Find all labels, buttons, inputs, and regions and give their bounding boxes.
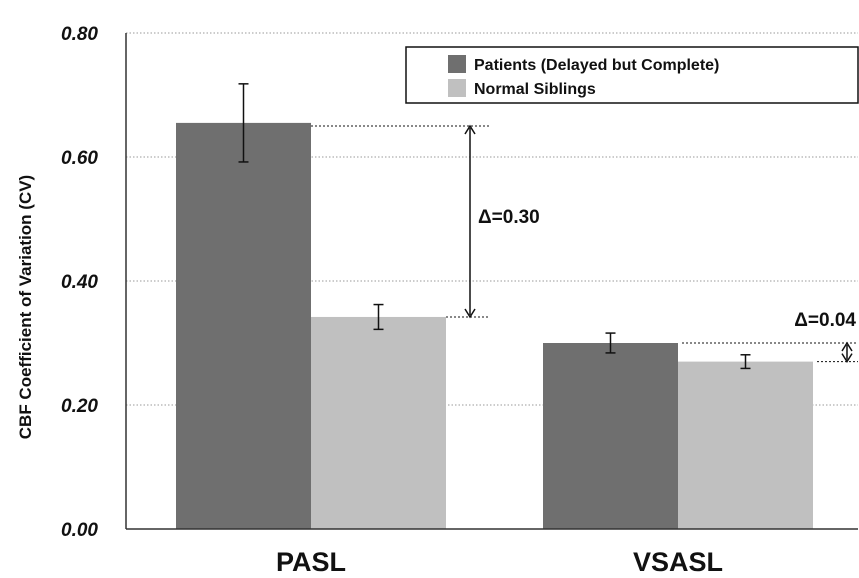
y-tick-label-0: 0.00 <box>61 520 98 541</box>
delta-vsasl-arrow-head-top <box>841 341 853 352</box>
legend: Patients (Delayed but Complete) Normal S… <box>405 46 859 104</box>
delta-pasl-label: Δ=0.30 <box>478 207 540 228</box>
delta-annotations: Δ=0.30 Δ=0.04 <box>311 124 858 364</box>
legend-box <box>405 46 859 104</box>
x-category-label-vsasl: VSASL <box>633 547 723 577</box>
y-tick-label-3: 0.60 <box>61 148 98 169</box>
delta-pasl-arrow-head-top <box>464 124 476 135</box>
x-category-label-pasl: PASL <box>276 547 346 577</box>
legend-swatch-siblings <box>448 79 466 97</box>
delta-vsasl-arrow-head-bottom <box>841 353 853 364</box>
bar-pasl-siblings <box>311 316 446 529</box>
bar-vsasl-siblings <box>678 361 813 529</box>
bars <box>176 83 813 530</box>
delta-vsasl-label: Δ=0.04 <box>794 310 856 331</box>
bar-vsasl-patients <box>543 343 678 529</box>
y-tick-label-2: 0.40 <box>61 272 98 293</box>
delta-pasl-arrow-head-bottom <box>464 308 476 319</box>
bar-pasl-patients <box>176 122 311 530</box>
axes: 0.00 0.20 0.40 0.60 0.80 PASL VSASL <box>61 24 858 577</box>
y-tick-label-4: 0.80 <box>61 24 98 45</box>
legend-label-patients: Patients (Delayed but Complete) <box>474 57 719 74</box>
legend-swatch-patients <box>448 55 466 73</box>
y-tick-label-1: 0.20 <box>61 396 98 417</box>
y-axis-label: CBF Coefficient of Variation (CV) <box>16 175 35 439</box>
legend-label-siblings: Normal Siblings <box>474 81 596 98</box>
